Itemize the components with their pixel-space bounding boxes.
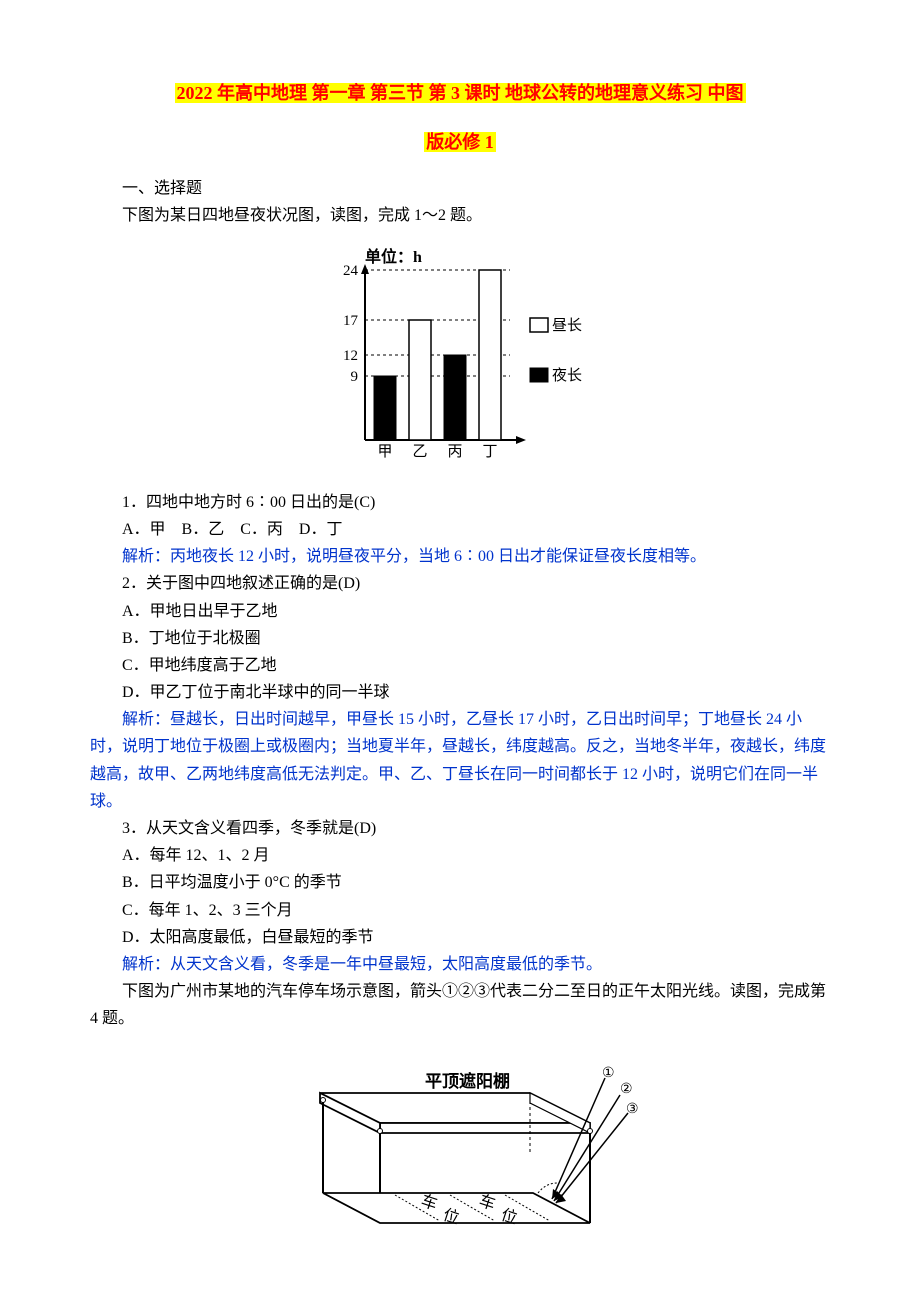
bar-chart-svg: 单位：h 24 17 12 9 甲 乙 丙 丁 昼长 夜长 xyxy=(310,240,610,470)
ytick-24: 24 xyxy=(343,263,359,279)
bar-ding-day xyxy=(479,270,501,440)
bar-yi-day xyxy=(409,320,431,440)
ytick-9: 9 xyxy=(351,369,359,385)
ytick-17: 17 xyxy=(343,313,359,329)
ray-label-2: ② xyxy=(620,1082,633,1097)
intro-text-2: 下图为广州市某地的汽车停车场示意图，箭头①②③代表二分二至日的正午太阳光线。读图… xyxy=(90,978,830,1032)
bar-jia-night xyxy=(374,376,396,440)
q3-opt-b: B．日平均温度小于 0°C 的季节 xyxy=(90,869,830,896)
q3-explanation: 解析：从天文含义看，冬季是一年中昼最短，太阳高度最低的季节。 xyxy=(90,951,830,978)
bar-bing-night xyxy=(444,355,466,440)
chart-unit-label: 单位：h xyxy=(365,247,422,266)
title-line-1: 2022 年高中地理 第一章 第三节 第 3 课时 地球公转的地理意义练习 中图 xyxy=(90,78,830,109)
legend-day-swatch xyxy=(530,318,548,332)
cat-yi: 乙 xyxy=(412,444,427,460)
section-heading: 一、选择题 xyxy=(90,175,830,202)
q3-stem: 3．从天文含义看四季，冬季就是(D) xyxy=(90,815,830,842)
q2-opt-a: A．甲地日出早于乙地 xyxy=(90,598,830,625)
intro-text-1: 下图为某日四地昼夜状况图，读图，完成 1～2 题。 xyxy=(90,202,830,229)
q2-opt-b: B．丁地位于北极圈 xyxy=(90,625,830,652)
q2-explanation: 解析：昼越长，日出时间越早，甲昼长 15 小时，乙昼长 17 小时，乙日出时间早… xyxy=(90,706,830,815)
q2-opt-d: D．甲乙丁位于南北半球中的同一半球 xyxy=(90,679,830,706)
legend-night-swatch xyxy=(530,368,548,382)
parking-diagram-figure: 平顶遮阳棚 车 位 车 位 ① ② ③ xyxy=(90,1043,830,1252)
q3-opt-a: A．每年 12、1、2 月 xyxy=(90,842,830,869)
q1-stem: 1．四地中地方时 6∶00 日出的是(C) xyxy=(90,489,830,516)
legend-day-label: 昼长 xyxy=(552,317,582,334)
joint-3 xyxy=(588,1128,593,1133)
q1-explanation: 解析：丙地夜长 12 小时，说明昼夜平分，当地 6∶00 日出才能保证昼夜长度相… xyxy=(90,543,830,570)
cat-ding: 丁 xyxy=(482,444,497,460)
cat-jia: 甲 xyxy=(377,444,392,460)
joint-1 xyxy=(321,1097,326,1102)
title-line-2: 版必修 1 xyxy=(90,127,830,158)
bar-chart-figure: 单位：h 24 17 12 9 甲 乙 丙 丁 昼长 夜长 xyxy=(90,240,830,479)
cat-bing: 丙 xyxy=(447,444,462,460)
q3-opt-d: D．太阳高度最低，白昼最短的季节 xyxy=(90,924,830,951)
parking-diagram-svg: 平顶遮阳棚 车 位 车 位 ① ② ③ xyxy=(280,1043,640,1243)
joint-2 xyxy=(378,1128,383,1133)
ytick-12: 12 xyxy=(343,348,358,364)
ray-label-1: ① xyxy=(602,1066,615,1081)
q2-stem: 2．关于图中四地叙述正确的是(D) xyxy=(90,570,830,597)
q3-opt-c: C．每年 1、2、3 三个月 xyxy=(90,897,830,924)
ray-label-3: ③ xyxy=(626,1102,639,1117)
roof-label: 平顶遮阳棚 xyxy=(425,1071,510,1091)
roof-front-edge xyxy=(380,1123,590,1133)
doc-title-2: 版必修 1 xyxy=(424,132,496,152)
q2-opt-c: C．甲地纬度高于乙地 xyxy=(90,652,830,679)
x-axis-arrow xyxy=(516,436,526,444)
ray-1 xyxy=(552,1078,605,1199)
q1-options: A．甲 B．乙 C．丙 D．丁 xyxy=(90,516,830,543)
legend-night-label: 夜长 xyxy=(552,367,582,384)
doc-title-1: 2022 年高中地理 第一章 第三节 第 3 课时 地球公转的地理意义练习 中图 xyxy=(175,83,746,103)
